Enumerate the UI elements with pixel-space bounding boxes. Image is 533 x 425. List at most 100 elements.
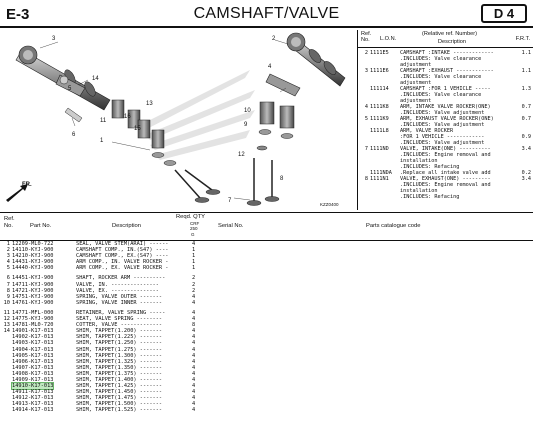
part-number-link[interactable]: 14210-KYJ-900 (12, 253, 54, 260)
part-number-link[interactable]: 12209-ML0-722 (12, 241, 54, 247)
parts-row[interactable]: 9 14751-KYJ-900 SPRING, VALVE OUTER ------… (0, 294, 533, 300)
parts-row[interactable]: 14911-K17-013 SHIM, TAPPET(1.450) -------… (0, 389, 533, 395)
parts-row[interactable]: 14907-K17-013 SHIM, TAPPET(1.350) -------… (0, 365, 533, 371)
part-number-link[interactable]: 14914-K17-013 (12, 407, 54, 414)
part-description: SHIM, TAPPET(1.200) ------- (76, 328, 163, 335)
parts-row[interactable]: 5 14440-KYJ-900 ARM COMP., EX. VALVE ROCKE… (0, 265, 533, 271)
part-number-link[interactable]: 14431-KYJ-900 (12, 259, 54, 266)
parts-row[interactable]: 14904-K17-013 SHIM, TAPPET(1.275) -------… (0, 347, 533, 353)
header-qty-type: G (191, 232, 195, 237)
header-qty-model: CRF (190, 221, 200, 226)
part-number-link[interactable]: 14904-K17-013 (12, 346, 54, 353)
header-ref-no: Ref. No. (361, 31, 372, 43)
parts-row[interactable]: 14909-K17-013 SHIM, TAPPET(1.400) -------… (0, 377, 533, 383)
part-number-link[interactable]: 14908-K17-013 (12, 370, 54, 377)
part-qty: 8 (192, 322, 196, 329)
part-number-link[interactable]: 14906-K17-013 (12, 358, 54, 365)
part-number-link[interactable]: 14721-KYJ-900 (12, 287, 54, 294)
right-rocker-arm (265, 73, 301, 97)
parts-row[interactable]: 14914-K17-013 SHIM, TAPPET(1.525) -------… (0, 407, 533, 413)
part-qty: 2 (192, 287, 196, 294)
page-title: CAMSHAFT/VALVE (193, 5, 340, 22)
part-number-link[interactable]: 14771-MFL-000 (12, 309, 54, 316)
parts-row[interactable]: 14906-K17-013 SHIM, TAPPET(1.325) -------… (0, 359, 533, 365)
parts-row[interactable]: 6 14451-KYJ-900 SHAFT, ROCKER ARM --------… (0, 275, 533, 281)
reference-description: .INCLUDES: Valve adjustment (400, 110, 485, 116)
parts-row[interactable]: 7 14711-KYJ-900 VALVE, IN. ---------------… (0, 282, 533, 288)
parts-row[interactable]: 12 14775-KYJ-900 SEAT, VALVE SPRING ------… (0, 316, 533, 322)
parts-row[interactable]: 4 14431-KYJ-900 ARM COMP., IN. VALVE ROCKE… (0, 259, 533, 265)
part-description: CAMSHAFT COMP., IN.(S47) ---- (76, 247, 169, 254)
header-serial-no: Serial No. (218, 223, 244, 229)
left-valve-stack (111, 99, 221, 203)
part-number-link[interactable]: 14913-K17-013 (12, 401, 54, 408)
parts-row[interactable]: 14913-K17-013 SHIM, TAPPET(1.500) -------… (0, 401, 533, 407)
parts-row[interactable]: 14908-K17-013 SHIM, TAPPET(1.375) -------… (0, 371, 533, 377)
part-ref-no: 13 (3, 322, 10, 329)
callout-10: 10 (244, 108, 251, 114)
part-number-link[interactable]: 14751-KYJ-900 (12, 293, 54, 300)
part-ref-no: 11 (3, 309, 10, 316)
header-relative: (Relative ref. Number) (422, 31, 478, 37)
reference-description: .INCLUDES: Valve adjustment (400, 140, 485, 146)
part-description: SHIM, TAPPET(1.275) ------- (76, 346, 163, 353)
part-ref-no: 10 (3, 299, 10, 306)
part-number-link[interactable]: 14440-KYJ-900 (12, 265, 54, 272)
part-number-link[interactable]: 14775-KYJ-900 (12, 316, 54, 323)
part-number-link[interactable]: 14901-K17-013 (12, 328, 54, 335)
part-number-link[interactable]: 14909-K17-013 (12, 376, 54, 383)
page-code-badge: D 4 (481, 4, 527, 23)
parts-row[interactable]: 14 14901-K17-013 SHIM, TAPPET(1.200) -----… (0, 328, 533, 334)
reference-ref-no: 7 (364, 146, 368, 152)
part-number-link[interactable]: 14905-K17-013 (12, 352, 54, 359)
reference-description: adjustment (400, 62, 432, 68)
part-number-link[interactable]: 14110-KYJ-900 (12, 247, 54, 254)
part-ref-no: 6 (6, 275, 10, 282)
parts-row[interactable]: 10 14761-KYJ-900 SPRING, VALVE INNER -----… (0, 300, 533, 306)
part-qty: 4 (192, 358, 196, 365)
part-number-link[interactable]: 14902-K17-013 (12, 334, 54, 341)
part-ref-no: 5 (6, 265, 10, 272)
parts-row[interactable]: 14902-K17-013 SHIM, TAPPET(1.225) -------… (0, 334, 533, 340)
reference-lon: 1111ND (370, 146, 389, 152)
reference-row: 4 1111K8 ARM, INTAKE VALVE ROCKER(ONE) 0.7 (358, 104, 533, 110)
part-ref-no: 9 (6, 293, 10, 300)
reference-lon: 1111K9 (370, 116, 389, 122)
part-qty: 4 (192, 370, 196, 377)
parts-row[interactable]: 11 14771-MFL-000 RETAINER, VALVE SPRING --… (0, 310, 533, 316)
part-number-link[interactable]: 14910-K17-013 (10, 382, 55, 391)
reference-frt: 3.4 (521, 146, 531, 152)
part-number-link[interactable]: 14761-KYJ-900 (12, 299, 54, 306)
parts-row[interactable]: 13 14781-ML0-720 COTTER, VALVE -----------… (0, 322, 533, 328)
parts-row[interactable]: 14903-K17-013 SHIM, TAPPET(1.250) -------… (0, 340, 533, 346)
part-description: SPRING, VALVE INNER ------- (76, 299, 163, 306)
wing-watermark (140, 70, 255, 160)
parts-row[interactable]: 2 14110-KYJ-900 CAMSHAFT COMP., IN.(S47) -… (0, 247, 533, 253)
parts-row[interactable]: 3 14210-KYJ-900 CAMSHAFT COMP., EX.(S47) -… (0, 253, 533, 259)
part-number-link[interactable]: 14903-K17-013 (12, 340, 54, 347)
part-description: SHIM, TAPPET(1.350) ------- (76, 364, 163, 371)
reference-frt: 1.1 (521, 50, 531, 56)
parts-row[interactable]: 14912-K17-013 SHIM, TAPPET(1.475) -------… (0, 395, 533, 401)
callout-2: 2 (272, 36, 276, 42)
reference-description: installation (400, 158, 438, 164)
part-qty: 1 (192, 253, 196, 260)
part-number-link[interactable]: 14781-ML0-720 (12, 322, 54, 329)
parts-row[interactable]: 1 12209-ML0-722 SEAL, VALVE STEM(ARAI) ---… (0, 241, 533, 247)
reference-row: 2 1111E5 CAMSHAFT :INTAKE ------------- 1.1 (358, 50, 533, 56)
part-number-link[interactable]: 14911-K17-013 (12, 389, 54, 396)
parts-row[interactable]: 8 14721-KYJ-900 VALVE, EX. ---------------… (0, 288, 533, 294)
reference-description: :FOR 1 VEHICLE ------------ (400, 134, 485, 140)
parts-row-selected[interactable]: 14910-K17-013 SHIM, TAPPET(1.425) -------… (0, 382, 533, 391)
reference-lon: 1111E6 (370, 68, 389, 74)
part-number-link[interactable]: 14912-K17-013 (12, 395, 54, 402)
reference-time-table: Ref. No. L.O.N. (Relative ref. Number) D… (357, 30, 533, 210)
header-part-no: Part No. (30, 223, 52, 229)
part-number-link[interactable]: 14711-KYJ-900 (12, 281, 54, 288)
callout-6: 6 (72, 132, 76, 138)
reference-row: 7 1111ND VALVE, INTAKE(ONE) ---------- 3.4 (358, 146, 533, 152)
camshaft-valve-illustration: 3 14 5 13 6 11 1 4 2 12 10 9 8 7 15 16 F… (6, 32, 346, 207)
parts-row[interactable]: 14905-K17-013 SHIM, TAPPET(1.300) -------… (0, 353, 533, 359)
part-number-link[interactable]: 14451-KYJ-900 (12, 275, 54, 282)
part-number-link[interactable]: 14907-K17-013 (12, 364, 54, 371)
